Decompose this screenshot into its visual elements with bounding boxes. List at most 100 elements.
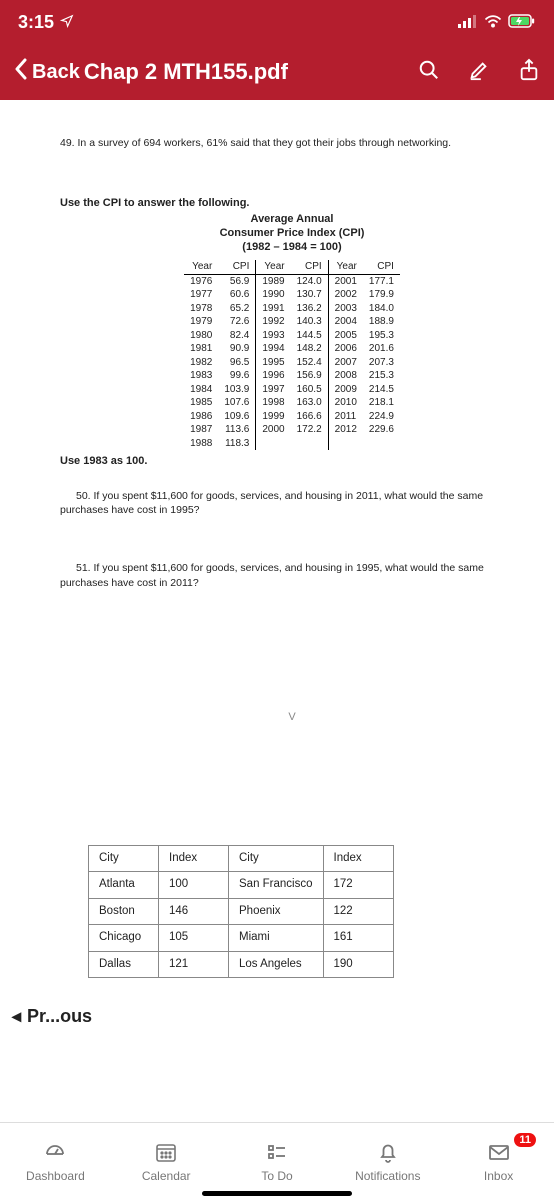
cpi-cell: 103.9 — [218, 383, 256, 397]
nav-title-group[interactable]: Back Chap 2 MTH155.pdf — [14, 58, 408, 86]
cpi-cell: 224.9 — [363, 410, 400, 424]
question-49: 49. In a survey of 694 workers, 61% said… — [60, 136, 524, 150]
cpi-cell: 2009 — [328, 383, 363, 397]
wifi-icon — [484, 12, 502, 33]
city-cell: 105 — [159, 925, 229, 952]
cpi-cell: 1999 — [256, 410, 291, 424]
cpi-intro: Use the CPI to answer the following. — [60, 196, 524, 211]
cpi-cell: 1989 — [256, 274, 291, 288]
todo-icon — [265, 1140, 289, 1164]
cpi-cell: 144.5 — [291, 329, 329, 343]
city-cell: 172 — [323, 872, 393, 899]
cpi-cell: 1981 — [184, 342, 218, 356]
cpi-title-2: Consumer Price Index (CPI) — [220, 227, 365, 239]
cpi-cell: 2011 — [328, 410, 363, 424]
document-title: Chap 2 MTH155.pdf — [84, 59, 288, 85]
status-right — [458, 12, 536, 33]
cpi-cell: 65.2 — [218, 302, 256, 316]
cpi-cell: 1998 — [256, 396, 291, 410]
cpi-cell: 96.5 — [218, 356, 256, 370]
cpi-cell: 229.6 — [363, 423, 400, 437]
city-cell: Dallas — [89, 951, 159, 978]
cpi-cell: 1976 — [184, 274, 218, 288]
cpi-cell: 195.3 — [363, 329, 400, 343]
city-index-table: CityIndexCityIndex Atlanta100San Francis… — [88, 845, 394, 979]
inbox-icon — [487, 1140, 511, 1164]
cpi-title-1: Average Annual — [251, 213, 334, 225]
tab-todo[interactable]: To Do — [222, 1123, 333, 1200]
dashboard-icon — [43, 1140, 67, 1164]
cpi-cell: 136.2 — [291, 302, 329, 316]
cpi-cell: 2000 — [256, 423, 291, 437]
cpi-header: CPI — [291, 260, 329, 274]
cpi-cell: 2001 — [328, 274, 363, 288]
cpi-cell — [363, 437, 400, 451]
cpi-cell: 124.0 — [291, 274, 329, 288]
cpi-cell: 1990 — [256, 288, 291, 302]
cpi-cell: 1987 — [184, 423, 218, 437]
cpi-cell: 2010 — [328, 396, 363, 410]
scroll-caret: V — [60, 710, 524, 725]
cpi-cell: 82.4 — [218, 329, 256, 343]
cpi-cell: 1984 — [184, 383, 218, 397]
city-cell: Atlanta — [89, 872, 159, 899]
cpi-header: CPI — [218, 260, 256, 274]
cpi-cell: 130.7 — [291, 288, 329, 302]
tab-notifications[interactable]: Notifications — [332, 1123, 443, 1200]
cpi-cell: 179.9 — [363, 288, 400, 302]
tab-calendar[interactable]: Calendar — [111, 1123, 222, 1200]
cpi-cell: 201.6 — [363, 342, 400, 356]
cpi-cell: 2008 — [328, 369, 363, 383]
cpi-cell: 109.6 — [218, 410, 256, 424]
cpi-cell: 1983 — [184, 369, 218, 383]
cpi-table: YearCPIYearCPIYearCPI 197656.91989124.02… — [184, 260, 400, 450]
city-cell: San Francisco — [229, 872, 324, 899]
home-indicator[interactable] — [202, 1191, 352, 1196]
cpi-cell: 2003 — [328, 302, 363, 316]
back-label[interactable]: Back — [32, 61, 80, 84]
tab-dashboard[interactable]: Dashboard — [0, 1123, 111, 1200]
cpi-cell: 1988 — [184, 437, 218, 451]
cpi-header: Year — [328, 260, 363, 274]
previous-caret-icon: ◂ — [12, 1006, 21, 1027]
tab-inbox[interactable]: 11 Inbox — [443, 1123, 554, 1200]
cpi-title-3: (1982 – 1984 = 100) — [242, 241, 341, 253]
cpi-cell: 166.6 — [291, 410, 329, 424]
cpi-cell: 177.1 — [363, 274, 400, 288]
cpi-cell: 1982 — [184, 356, 218, 370]
cpi-cell: 1985 — [184, 396, 218, 410]
question-51: 51. If you spent $11,600 for goods, serv… — [60, 561, 524, 589]
city-header: City — [89, 845, 159, 872]
tab-calendar-label: Calendar — [142, 1169, 191, 1183]
cpi-cell: 118.3 — [218, 437, 256, 451]
annotate-icon[interactable] — [468, 59, 490, 86]
cpi-title: Average Annual Consumer Price Index (CPI… — [60, 213, 524, 254]
cpi-cell: 1993 — [256, 329, 291, 343]
nav-bar: Back Chap 2 MTH155.pdf — [0, 44, 554, 100]
previous-button[interactable]: ◂ Pr...ous — [12, 1006, 554, 1027]
city-cell: 100 — [159, 872, 229, 899]
city-header: City — [229, 845, 324, 872]
search-icon[interactable] — [418, 59, 440, 86]
cpi-cell: 2012 — [328, 423, 363, 437]
cpi-cell: 2005 — [328, 329, 363, 343]
cpi-cell: 172.2 — [291, 423, 329, 437]
cpi-cell: 1979 — [184, 315, 218, 329]
cpi-cell: 60.6 — [218, 288, 256, 302]
cpi-cell: 1997 — [256, 383, 291, 397]
cpi-cell: 1995 — [256, 356, 291, 370]
cpi-cell: 207.3 — [363, 356, 400, 370]
question-50-text: 50. If you spent $11,600 for goods, serv… — [60, 490, 483, 516]
cpi-cell: 107.6 — [218, 396, 256, 410]
back-chevron-icon[interactable] — [14, 58, 28, 86]
nav-actions — [418, 58, 540, 87]
document-content[interactable]: 49. In a survey of 694 workers, 61% said… — [0, 100, 554, 978]
cpi-cell: 218.1 — [363, 396, 400, 410]
share-icon[interactable] — [518, 58, 540, 87]
signal-icon — [458, 12, 478, 33]
cpi-cell: 140.3 — [291, 315, 329, 329]
city-cell: 121 — [159, 951, 229, 978]
battery-icon — [508, 12, 536, 33]
cpi-cell: 188.9 — [363, 315, 400, 329]
city-cell: 122 — [323, 898, 393, 925]
